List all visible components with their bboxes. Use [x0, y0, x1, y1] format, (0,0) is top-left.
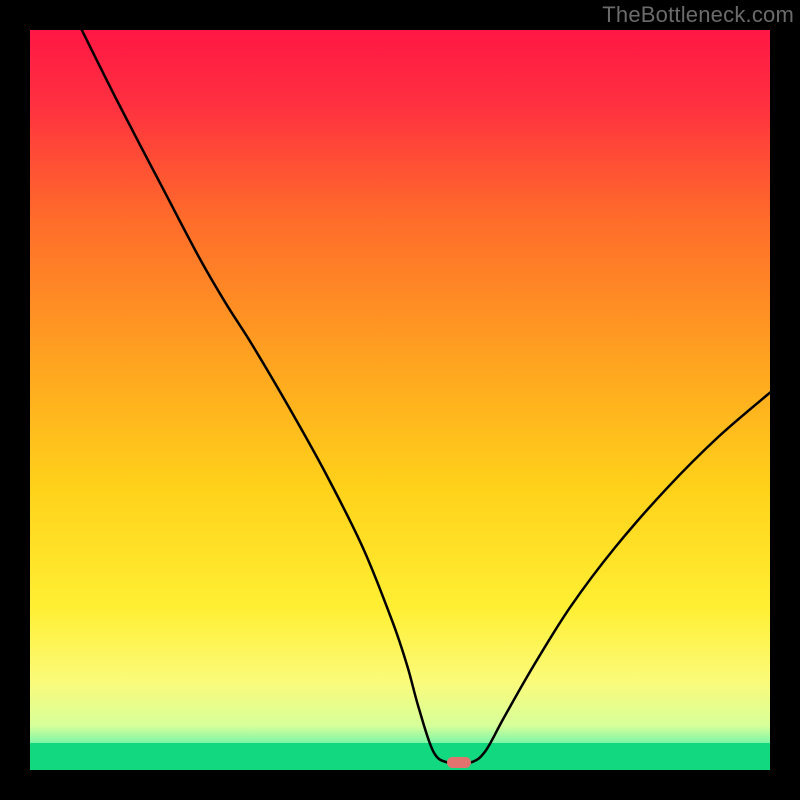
plot-area: [30, 30, 770, 770]
bottleneck-curve-path: [82, 30, 770, 764]
optimal-point-marker: [447, 757, 471, 768]
watermark-text: TheBottleneck.com: [602, 2, 794, 28]
bottleneck-curve: [30, 30, 770, 770]
chart-container: TheBottleneck.com: [0, 0, 800, 800]
